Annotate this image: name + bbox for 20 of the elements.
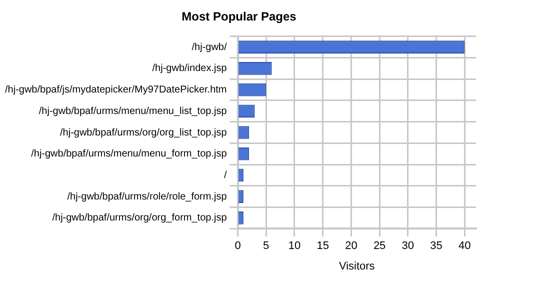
x-tick-label: 0 [234, 240, 241, 252]
chart-title: Most Popular Pages [182, 10, 297, 24]
x-tick-label: 30 [402, 240, 414, 252]
x-tick-label: 25 [373, 240, 386, 252]
y-tick-label: /hj-gwb/bpaf/urms/role/role_form.jsp [67, 191, 228, 202]
x-axis-title: Visitors [338, 260, 376, 272]
y-tick-label: /hj-gwb/bpaf/urms/menu/menu_list_top.jsp [38, 106, 228, 117]
y-tick-label: /hj-gwb/index.jsp [152, 63, 228, 74]
x-tick-label: 10 [288, 240, 301, 252]
x-tick-label: 5 [263, 240, 270, 252]
y-tick-label: / [224, 170, 227, 181]
x-tick-label: 35 [430, 240, 442, 252]
x-tick-label: 20 [345, 240, 358, 252]
y-tick-label: /hj-gwb/ [192, 42, 227, 53]
x-tick-label: 40 [458, 240, 471, 252]
y-tick-label: /hj-gwb/bpaf/urms/org/org_list_top.jsp [60, 127, 228, 138]
x-tick-label: 15 [316, 240, 329, 252]
y-tick-label: /hj-gwb/bpaf/js/mydatepicker/My97DatePicker.htm [4, 84, 227, 96]
y-tick-label: /hj-gwb/bpaf/urms/org/org_form_top.jsp [52, 212, 228, 224]
y-tick-label: /hj-gwb/bpaf/urms/menu/menu_form_top.jsp [31, 148, 228, 160]
